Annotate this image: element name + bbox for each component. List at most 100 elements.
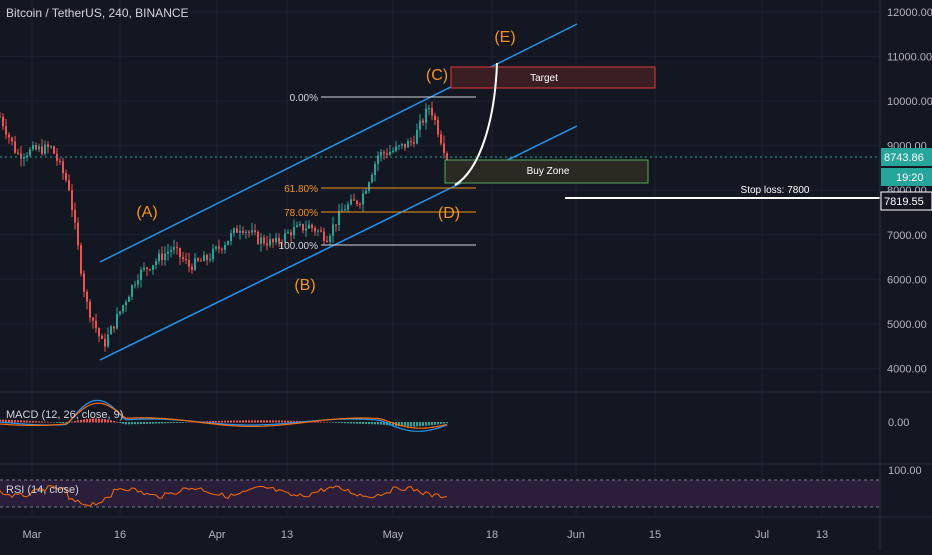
candle-body	[305, 228, 307, 231]
macd-histogram-bar	[182, 422, 184, 423]
macd-histogram-bar	[23, 420, 25, 423]
candle-body	[5, 126, 7, 135]
macd-histogram-bar	[173, 422, 175, 423]
candle-body	[2, 116, 4, 127]
candle-body	[224, 244, 226, 250]
candle-body	[173, 247, 175, 250]
candle-body	[41, 146, 43, 154]
price-axis-tick: 12000.00	[887, 7, 932, 19]
time-axis-tick: Apr	[208, 529, 225, 541]
macd-histogram-bar	[98, 418, 100, 423]
candle-body	[272, 239, 274, 243]
macd-histogram-bar	[143, 422, 145, 425]
macd-histogram-bar	[281, 420, 283, 423]
candle-body	[215, 246, 217, 249]
macd-histogram-bar	[275, 420, 277, 423]
macd-histogram-bar	[125, 422, 127, 425]
macd-histogram-bar	[401, 422, 403, 427]
candle-body	[122, 305, 124, 312]
candle-body	[290, 232, 292, 236]
candle-body	[269, 239, 271, 246]
macd-histogram-bar	[5, 419, 7, 423]
macd-histogram-bar	[437, 422, 439, 425]
candle-body	[227, 240, 229, 245]
candle-body	[389, 151, 391, 155]
macd-histogram-bar	[431, 422, 433, 426]
candle-body	[95, 320, 97, 329]
wave-label-b: (B)	[294, 277, 315, 294]
candle-body	[29, 149, 31, 156]
fib-label-0: 0.00%	[290, 93, 318, 104]
candle-body	[422, 120, 424, 123]
macd-histogram-bar	[134, 422, 136, 425]
candle-body	[362, 193, 364, 205]
candle-body	[221, 248, 223, 250]
macd-histogram-bar	[344, 422, 346, 424]
wave-label-e: (E)	[494, 29, 515, 46]
macd-histogram-bar	[368, 422, 370, 425]
candle-body	[440, 134, 442, 144]
candle-body	[299, 224, 301, 226]
macd-panel[interactable]	[0, 399, 448, 432]
symbol-title[interactable]: Bitcoin / TetherUS, 240, BINANCE	[6, 6, 189, 20]
candle-body	[98, 328, 100, 336]
candle-body	[404, 143, 406, 148]
macd-histogram-bar	[83, 419, 85, 423]
candle-body	[419, 120, 421, 130]
price-axis-tick: 6000.00	[887, 274, 927, 286]
macd-title: MACD (12, 26, close, 9)	[6, 409, 123, 421]
macd-histogram-bar	[443, 422, 445, 424]
macd-histogram-bar	[137, 422, 139, 425]
candle-body	[242, 230, 244, 233]
wave-label-a: (A)	[136, 204, 157, 221]
macd-histogram-bar	[206, 421, 208, 423]
time-axis[interactable]: Mar 16 Apr 13 May 18 Jun 15 Jul 13	[23, 529, 829, 541]
candle-body	[125, 301, 127, 306]
macd-histogram-bar	[65, 422, 67, 424]
macd-histogram-bar	[398, 422, 400, 427]
macd-histogram-bar	[107, 419, 109, 423]
macd-histogram-bar	[218, 420, 220, 423]
candle-body	[281, 242, 283, 244]
candle-body	[167, 251, 169, 254]
price-axis-tick: 11000.00	[887, 51, 932, 63]
macd-histogram-bar	[8, 419, 10, 423]
candle-body	[80, 245, 82, 274]
candle-body	[416, 129, 418, 144]
macd-histogram-bar	[377, 422, 379, 425]
candle-body	[182, 257, 184, 260]
rsi-title: RSI (14, close)	[6, 484, 79, 496]
candle-body	[257, 232, 259, 244]
target-zone[interactable]	[450, 66, 656, 89]
macd-histogram-bar	[50, 421, 52, 423]
macd-histogram-bar	[251, 420, 253, 423]
candle-body	[62, 161, 64, 174]
candle-body	[398, 145, 400, 147]
macd-histogram-bar	[323, 421, 325, 423]
candle-body	[347, 204, 349, 210]
candle-body	[47, 144, 49, 148]
rsi-panel[interactable]	[0, 485, 448, 507]
candle-body	[329, 235, 331, 242]
current-price-badge-bg	[881, 148, 932, 166]
macd-histogram-bar	[284, 420, 286, 423]
price-axis[interactable]: 12000.0011000.0010000.009000.008000.0070…	[887, 7, 932, 376]
projected-path-curve[interactable]	[454, 62, 498, 186]
macd-signal-line	[0, 402, 448, 429]
macd-histogram-bar	[365, 422, 367, 425]
candle-body	[158, 253, 160, 262]
macd-histogram-bar	[146, 422, 148, 424]
buy-zone[interactable]	[444, 159, 649, 184]
candle-body	[65, 173, 67, 181]
fib-label-618: 61.80%	[284, 184, 318, 195]
candle-body	[116, 313, 118, 329]
drawings-layer: 0.00% 61.80% 78.00% 100.00% Target Buy Z…	[0, 23, 880, 361]
price-candles	[0, 101, 448, 352]
candle-body	[53, 146, 55, 154]
macd-histogram-bar	[215, 420, 217, 423]
macd-histogram-bar	[410, 422, 412, 427]
rsi-upper-label: 100.00	[888, 465, 922, 477]
macd-histogram-bar	[140, 422, 142, 425]
